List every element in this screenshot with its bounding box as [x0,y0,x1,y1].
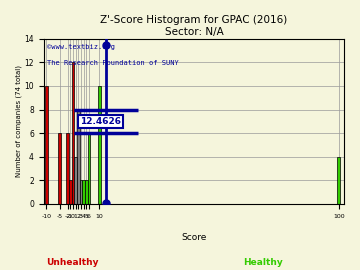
Y-axis label: Number of companies (74 total): Number of companies (74 total) [15,65,22,177]
Bar [58,133,61,204]
Bar [77,110,80,204]
Title: Z'-Score Histogram for GPAC (2016)
Sector: N/A: Z'-Score Histogram for GPAC (2016) Secto… [100,15,288,37]
Text: Unhealthy: Unhealthy [46,258,98,266]
Text: ©www.textbiz.org: ©www.textbiz.org [47,44,114,50]
Bar [66,133,69,204]
Bar [337,157,340,204]
Bar [72,62,74,204]
Bar [85,180,87,204]
X-axis label: Score: Score [181,232,207,241]
Bar [45,86,48,204]
Bar [98,86,101,204]
Text: Healthy: Healthy [243,258,283,266]
Bar [80,180,82,204]
Bar [82,180,85,204]
Text: 12.4626: 12.4626 [80,117,121,126]
Text: The Research Foundation of SUNY: The Research Foundation of SUNY [47,60,179,66]
Bar [69,180,72,204]
Bar [74,157,77,204]
Bar [87,133,90,204]
